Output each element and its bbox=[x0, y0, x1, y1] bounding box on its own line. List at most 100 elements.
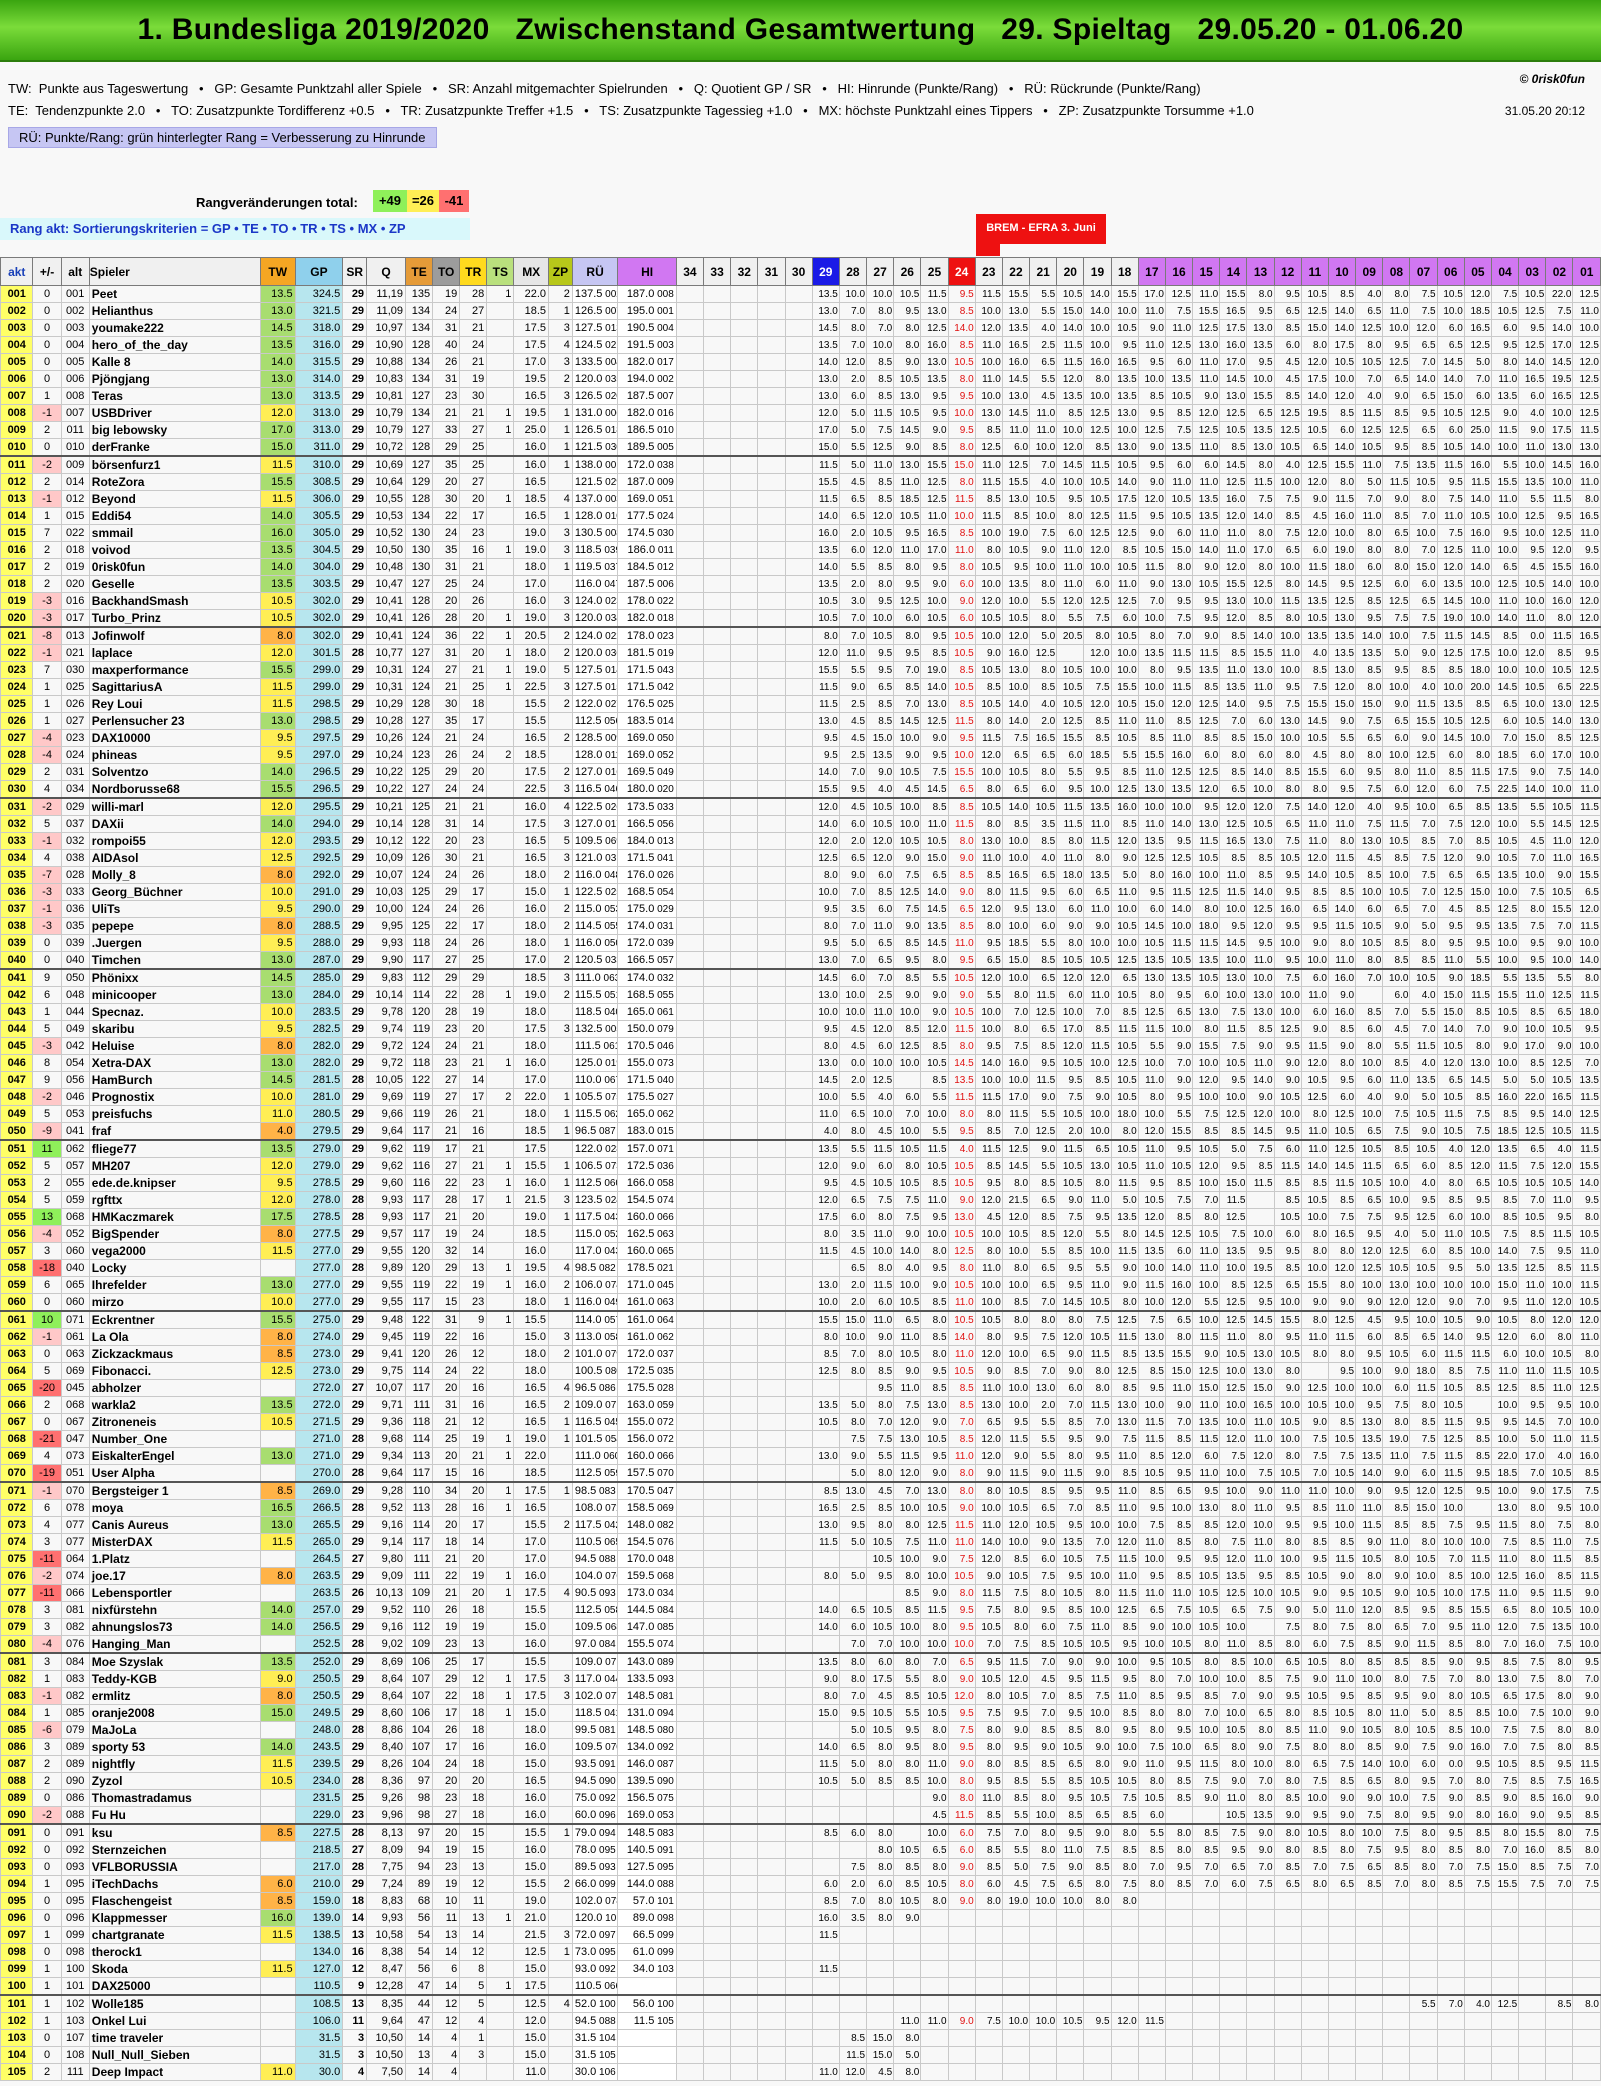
day-score: 9.5 bbox=[1110, 1670, 1139, 1688]
day-score: 14.0 bbox=[1327, 438, 1357, 457]
day-score: 13.0 bbox=[893, 1430, 922, 1448]
day-score: 10.0 bbox=[1490, 541, 1520, 559]
day-score: 8.5 bbox=[1110, 541, 1139, 559]
day-score bbox=[757, 455, 786, 474]
day-score: 6.0 bbox=[838, 541, 868, 559]
cell-mx: 15.0 bbox=[513, 883, 550, 901]
day-score: 8.0 bbox=[1083, 1174, 1112, 1192]
day-score bbox=[702, 1105, 732, 1123]
cell-tw: 8.5 bbox=[259, 1345, 296, 1363]
cell-to: 30 bbox=[432, 695, 461, 713]
day-score: 8.0 bbox=[811, 1225, 840, 1243]
day-score: 9.5 bbox=[974, 934, 1003, 952]
cell-mx: 16.5 bbox=[513, 832, 550, 850]
cell-gp: 313.0 bbox=[294, 404, 344, 422]
day-score: 13.5 bbox=[1436, 575, 1465, 593]
day-score: 13.0 bbox=[1246, 1362, 1275, 1380]
day-score: 8.5 bbox=[1273, 1567, 1302, 1585]
day-score: 12.5 bbox=[1409, 746, 1438, 764]
hi-rank: 063 bbox=[654, 1297, 674, 1308]
cell-ru: 127.5 015 bbox=[571, 678, 619, 696]
day-score: 8.5 bbox=[947, 524, 976, 542]
cell-chg: -1 bbox=[32, 1328, 62, 1346]
cell-chg: 0 bbox=[32, 1293, 62, 1312]
cell-ts: 1 bbox=[486, 1276, 515, 1294]
day-score bbox=[702, 763, 732, 781]
day-score: 14.0 bbox=[1300, 387, 1329, 405]
day-score bbox=[811, 1464, 840, 1483]
cell-q: 10,41 bbox=[366, 592, 407, 610]
cell-sr: 29 bbox=[342, 302, 368, 320]
cell-hi: 161.0 064 bbox=[617, 1310, 677, 1329]
cell-zp bbox=[548, 1139, 573, 1158]
day-score bbox=[675, 1533, 704, 1551]
day-score: 9.5 bbox=[947, 951, 976, 970]
day-score: 8.0 bbox=[1001, 1601, 1031, 1619]
day-score: 8.5 bbox=[1572, 1738, 1601, 1756]
day-score: 13.0 bbox=[1001, 661, 1031, 679]
day-score: 9.0 bbox=[1246, 1481, 1275, 1500]
cell-name: Lebensportler bbox=[88, 1584, 261, 1602]
cell-tr: 21 bbox=[459, 849, 488, 867]
cell-chg: -11 bbox=[32, 1584, 62, 1602]
day-score: 9.5 bbox=[1164, 1550, 1194, 1568]
day-score: 9.5 bbox=[1273, 883, 1302, 901]
day-score bbox=[730, 917, 759, 935]
day-score: 5.5 bbox=[838, 1139, 868, 1158]
cell-alt: 031 bbox=[60, 763, 90, 781]
day-score: 8.0 bbox=[1545, 1328, 1574, 1346]
day-score bbox=[757, 387, 786, 405]
cell-q: 10,31 bbox=[366, 678, 407, 696]
cell-to: 21 bbox=[432, 1584, 461, 1602]
day-score: 6.0 bbox=[1164, 524, 1194, 542]
day-score: 10.0 bbox=[1110, 1738, 1139, 1756]
cell-q: 10,41 bbox=[366, 609, 407, 628]
day-score: 8.0 bbox=[920, 1721, 949, 1739]
day-score: 15.5 bbox=[1463, 1601, 1492, 1619]
hi-rank: 049 bbox=[654, 767, 674, 778]
day-score: 6.0 bbox=[1056, 524, 1085, 542]
day-score bbox=[784, 455, 813, 474]
cell-q: 9,09 bbox=[366, 1567, 407, 1585]
day-score: 10.0 bbox=[1463, 609, 1492, 628]
cell-tw: 12.5 bbox=[259, 1362, 296, 1380]
day-score: 12.5 bbox=[920, 712, 949, 730]
cell-alt: 029 bbox=[60, 797, 90, 816]
day-score: 4.5 bbox=[838, 712, 868, 730]
cell-tw: 14.0 bbox=[259, 763, 296, 781]
day-score: 7.5 bbox=[1164, 1601, 1194, 1619]
day-score: 8.0 bbox=[1300, 1225, 1329, 1243]
day-score: 9.5 bbox=[1246, 302, 1275, 320]
day-score: 10.5 bbox=[1029, 490, 1058, 508]
day-score: 5.5 bbox=[1029, 1413, 1058, 1431]
cell-zp: 1 bbox=[548, 421, 573, 439]
cell-te: 129 bbox=[405, 473, 434, 491]
day-score: 7.5 bbox=[1273, 1738, 1302, 1756]
day-score: 8.5 bbox=[1518, 1054, 1547, 1072]
day-score: 10.0 bbox=[974, 1499, 1003, 1517]
day-score: 9.0 bbox=[838, 678, 868, 696]
cell-to: 22 bbox=[432, 1174, 461, 1192]
day-score: 12.0 bbox=[1219, 1430, 1248, 1448]
cell-tw bbox=[259, 1806, 296, 1825]
day-score: 10.0 bbox=[1137, 1105, 1166, 1123]
day-score: 22.5 bbox=[1490, 780, 1520, 799]
cell-sr: 29 bbox=[342, 1704, 368, 1722]
cell-hi: 181.5 019 bbox=[617, 644, 677, 662]
cell-te: 117 bbox=[405, 1191, 434, 1209]
cell-q: 10,50 bbox=[366, 541, 407, 559]
cell-ru: 112.5 058 bbox=[571, 1601, 619, 1619]
day-score: 8.5 bbox=[974, 1122, 1003, 1141]
day-score: 10.5 bbox=[1083, 1293, 1112, 1312]
day-score: 10.5 bbox=[1436, 1088, 1465, 1106]
cell-name: Eckrentner bbox=[88, 1310, 261, 1329]
day-score bbox=[702, 951, 732, 970]
cell-zp bbox=[548, 1755, 573, 1773]
day-score: 11.0 bbox=[1219, 1328, 1248, 1346]
day-score: 15.0 bbox=[1409, 1499, 1438, 1517]
cell-gp: 277.0 bbox=[294, 1276, 344, 1294]
cell-gp: 277.5 bbox=[294, 1225, 344, 1243]
cell-q: 9,64 bbox=[366, 1122, 407, 1141]
cell-chg: 1 bbox=[32, 678, 62, 696]
cell-zp: 2 bbox=[548, 370, 573, 388]
